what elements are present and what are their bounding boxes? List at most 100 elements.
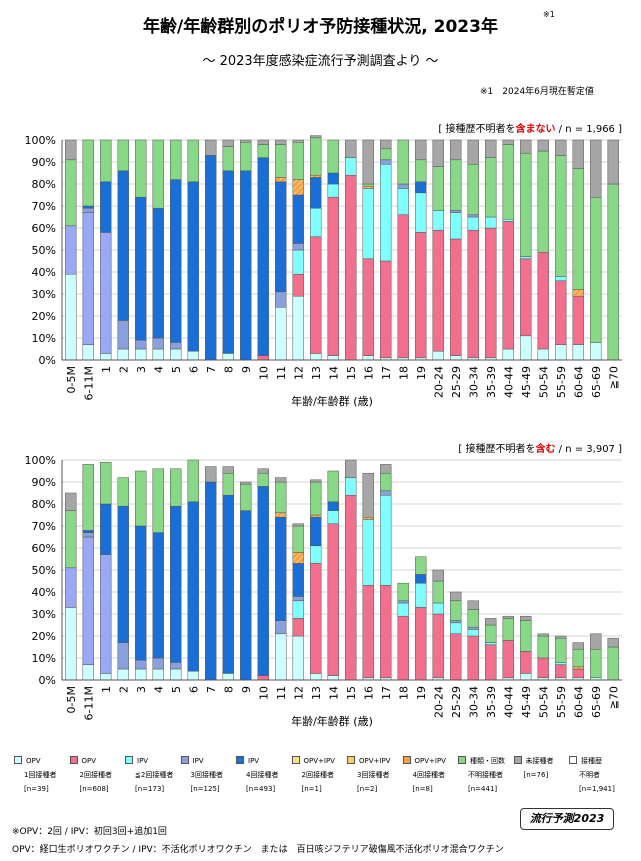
bar-segment: [432, 210, 444, 231]
bar-segment: [450, 210, 462, 213]
bar-segment: [450, 355, 462, 361]
legend-count: [n=493]: [246, 785, 276, 793]
legend-item: OPV 1回接種者 [n=39]: [14, 754, 74, 796]
bar-segment: [327, 139, 339, 174]
legend-label: IPV: [192, 757, 204, 765]
bar-segment: [520, 335, 532, 361]
bar-segment: [380, 494, 392, 586]
legend-sublabel: 3回接種者: [357, 771, 390, 779]
bar-segment: [82, 205, 94, 209]
bar-segment: [152, 532, 164, 659]
y-tick-label: 40%: [32, 586, 56, 599]
bar-segment: [100, 503, 112, 555]
bar-segment: [555, 344, 567, 361]
bar-segment: [467, 229, 479, 359]
bar-segment: [380, 159, 392, 165]
bar-segment: [65, 510, 77, 569]
legend-sublabel: 4回接種者: [412, 771, 445, 779]
y-tick-label: 50%: [32, 564, 56, 577]
legend-label: OPV: [26, 757, 41, 765]
legend-swatch: [14, 756, 22, 764]
legend-item: IPV 3回接種者 [n=125]: [180, 754, 241, 796]
x-tick-label: 3: [135, 686, 148, 693]
x-tick-label: 17: [380, 366, 393, 380]
bar-segment: [607, 646, 619, 681]
bar-segment: [362, 516, 374, 520]
bar-segment: [502, 348, 514, 361]
bar-segment: [362, 139, 374, 185]
bar-segment: [607, 637, 619, 648]
bar-segment: [310, 236, 322, 354]
legend-item: 接種歴 不明者 [n=1,941]: [569, 754, 629, 796]
x-tick-label: 55-59: [555, 366, 568, 398]
bar-segment: [310, 481, 322, 516]
chart-title-part: [ 接種歴不明者を: [458, 442, 535, 455]
bar-segment: [415, 181, 427, 194]
y-tick-label: 70%: [32, 520, 56, 533]
legend-item: IPV 4回接種者 [n=493]: [236, 754, 296, 796]
bar-segment: [397, 600, 409, 604]
bar-segment: [257, 355, 269, 361]
x-tick-label: 4: [152, 686, 165, 693]
footer-note-schedule: ※OPV：2回 / IPV：初回3回+追加1回: [12, 827, 167, 837]
bar-segment: [170, 179, 182, 343]
bar-segment: [117, 139, 129, 172]
legend-sublabel: 3回接種者: [190, 771, 223, 779]
bar-segment: [65, 492, 77, 511]
bar-segment: [152, 468, 164, 533]
x-tick-label: 65-69: [590, 686, 603, 718]
bar-segment: [187, 181, 199, 352]
chart-title-part: / n = 1,966 ]: [555, 124, 622, 135]
bar-segment: [170, 348, 182, 361]
legend-count: [n=76]: [523, 771, 549, 779]
x-tick-label: 11: [275, 686, 288, 700]
bar-segment: [240, 170, 252, 361]
bar-segment: [327, 172, 339, 185]
bar-segment: [415, 192, 427, 233]
bar-segment: [537, 251, 549, 350]
bar-segment: [292, 273, 304, 297]
bar-segment: [187, 350, 199, 361]
chart-title-part: / n = 3,907 ]: [555, 444, 622, 455]
bar-segment: [135, 668, 147, 681]
bar-segment: [275, 633, 287, 681]
bar-segment: [117, 505, 129, 643]
bar-segment: [555, 280, 567, 345]
bar-segment: [590, 648, 602, 679]
legend-sublabel: 2回接種者: [79, 771, 112, 779]
x-tick-label: 16: [362, 686, 375, 700]
bar-segment: [240, 483, 252, 511]
bar-segment: [432, 602, 444, 615]
bar-segment: [555, 664, 567, 679]
bar-segment: [397, 214, 409, 359]
bar-segment: [502, 615, 514, 619]
bar-segment: [170, 342, 182, 350]
x-tick-label: 2: [117, 366, 130, 373]
bar-segment: [310, 207, 322, 238]
bar-segment: [467, 214, 479, 218]
x-tick-label: 8: [222, 366, 235, 373]
bar-segment: [117, 642, 129, 670]
x-tick-label: 45-49: [520, 366, 533, 398]
bar-segment: [135, 196, 147, 341]
bar-segment: [222, 472, 234, 496]
bar-segment: [450, 159, 462, 211]
bar-segment: [292, 295, 304, 361]
chart-title: [ 接種歴不明者を含む / n = 3,907 ]: [458, 442, 622, 455]
bar-segment: [117, 477, 129, 507]
bar-segment: [537, 635, 549, 659]
bar-segment: [607, 139, 619, 185]
x-tick-label: 1: [100, 686, 113, 693]
bar-segment: [310, 673, 322, 681]
bar-segment: [520, 139, 532, 154]
bar-segment: [327, 183, 339, 198]
legend-count: [n=608]: [79, 785, 109, 793]
legend-swatch: [513, 756, 522, 764]
legend-item: OPV+IPV 4回接種者 [n=8]: [402, 754, 463, 796]
bar-segment: [327, 510, 339, 525]
chart-title-part: [ 接種歴不明者を: [438, 122, 515, 135]
bar-segment: [222, 139, 234, 147]
bar-segment: [485, 624, 497, 643]
bar-segment: [467, 600, 479, 610]
bar-segment: [380, 163, 392, 262]
